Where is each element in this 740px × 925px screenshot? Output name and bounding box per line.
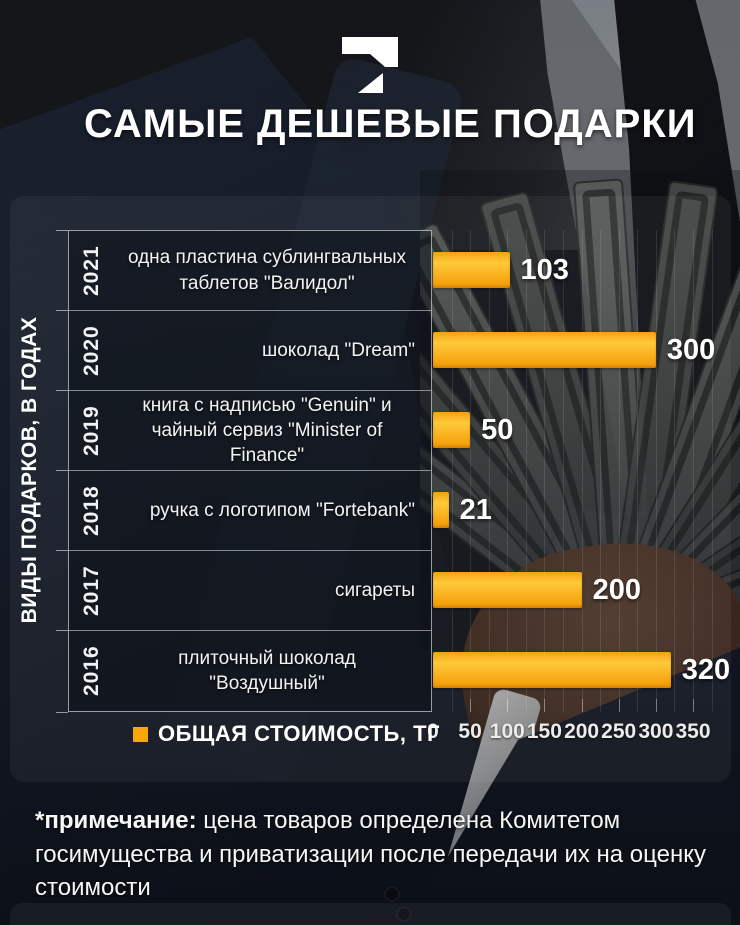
gift-description: ручка с логотипом "Fortebank": [149, 499, 415, 521]
year-label: 2016: [80, 645, 103, 697]
footnote: *примечание: цена товаров определена Ком…: [35, 804, 717, 905]
tengrinews-logo-icon: [342, 37, 398, 93]
row-tick: [56, 230, 68, 231]
gridline: [581, 230, 583, 712]
year-label: 2017: [80, 565, 103, 616]
year-label: 2020: [80, 325, 103, 376]
axis-tick: [581, 699, 583, 712]
gridline: [507, 230, 509, 712]
row-tick: [56, 390, 68, 391]
bar-plot-area: 103 300 50 21 200 320: [433, 230, 735, 712]
bar-2017: [433, 572, 582, 608]
axis-tick-label: 100: [489, 720, 525, 743]
bar-value: 200: [592, 573, 641, 606]
legend-color-swatch: [133, 726, 148, 742]
row-tick: [56, 470, 68, 471]
gridline: [544, 230, 546, 712]
gridline: [563, 230, 564, 712]
axis-tick-label: 200: [564, 720, 600, 743]
page-title: САМЫЕ ДЕШЕВЫЕ ПОДАРКИ: [84, 102, 697, 146]
bar-value: 103: [520, 253, 569, 286]
gridline: [525, 230, 527, 712]
axis-tick: [470, 699, 472, 712]
bar-value: 50: [481, 413, 514, 446]
gift-description: шоколад "Dream": [261, 339, 415, 361]
bar-row: 200: [433, 572, 735, 608]
bar-value: 21: [459, 493, 492, 526]
bar-2021: [433, 252, 510, 288]
gift-description: книга с надписью "Genuin" и чайный серви…: [142, 394, 392, 467]
bar-2018: [433, 492, 449, 528]
bar-row: 103: [433, 252, 735, 288]
bar-2020: [433, 332, 656, 368]
bar-row: 300: [433, 332, 735, 368]
gridline: [637, 230, 639, 712]
table-row: 2016 плиточный шоколад "Воздушный": [69, 631, 431, 711]
axis-tick: [618, 699, 620, 712]
axis-tick: [544, 699, 546, 712]
gridline: [451, 230, 453, 712]
bar-row: 50: [433, 412, 735, 448]
axis-tick-label: 300: [638, 720, 674, 743]
category-table: 2021 одна пластина сублингвальных таблет…: [68, 230, 432, 712]
axis-tick: [507, 699, 509, 712]
bar-value: 320: [681, 653, 731, 686]
legend: ОБЩАЯ СТОИМОСТЬ, ТГ: [133, 721, 440, 747]
table-row: 2019 книга с надписью "Genuin" и чайный …: [69, 391, 431, 471]
gridline: [470, 230, 472, 712]
axis-tick-label: 0: [427, 720, 439, 743]
bar-row: 320: [433, 652, 735, 688]
axis-tick-label: 50: [458, 720, 482, 743]
gridline: [488, 230, 490, 712]
row-tick: [56, 550, 68, 551]
x-axis-tick-labels: 0 50 100 150 200 250 300 350: [427, 720, 735, 744]
table-row: 2018 ручка с логотипом "Fortebank": [69, 471, 431, 551]
gift-description: плиточный шоколад "Воздушный": [178, 647, 356, 694]
gift-description: сигареты: [334, 579, 415, 601]
bar-2016: [433, 652, 671, 688]
axis-tick: [655, 699, 657, 712]
row-tick: [56, 712, 68, 713]
year-label: 2021: [80, 245, 103, 296]
bar-row: 21: [433, 492, 735, 528]
y-axis-label: ВИДЫ ПОДАРКОВ, В ГОДАХ: [18, 316, 41, 624]
x-axis-ticks: [433, 699, 735, 712]
bar-2019: [433, 412, 471, 448]
legend-label: ОБЩАЯ СТОИМОСТЬ, ТГ: [158, 721, 440, 746]
bar-value: 300: [666, 333, 716, 366]
gridline: [655, 230, 657, 712]
gridline: [618, 230, 620, 712]
axis-tick-label: 150: [526, 720, 562, 743]
year-label: 2018: [80, 485, 103, 536]
footnote-lead: *примечание:: [35, 807, 197, 834]
table-row: 2020 шоколад "Dream": [69, 311, 431, 391]
gridline: [600, 230, 602, 712]
table-row: 2017 сигареты: [69, 551, 431, 631]
row-tick: [56, 310, 68, 311]
row-tick: [56, 630, 68, 631]
table-row: 2021 одна пластина сублингвальных таблет…: [69, 231, 431, 311]
axis-tick: [693, 699, 694, 712]
axis-tick-label: 250: [601, 720, 637, 743]
axis-tick-label: 350: [675, 720, 711, 743]
year-label: 2019: [80, 405, 103, 456]
gift-description: одна пластина сублингвальных таблетов "В…: [127, 247, 407, 294]
gridline: [711, 230, 713, 712]
gridline: [693, 230, 694, 712]
bottom-panel-edge: [10, 903, 731, 925]
footnote-text: цена товаров определена Комитетом госиму…: [35, 807, 706, 902]
gridline: [674, 230, 676, 712]
